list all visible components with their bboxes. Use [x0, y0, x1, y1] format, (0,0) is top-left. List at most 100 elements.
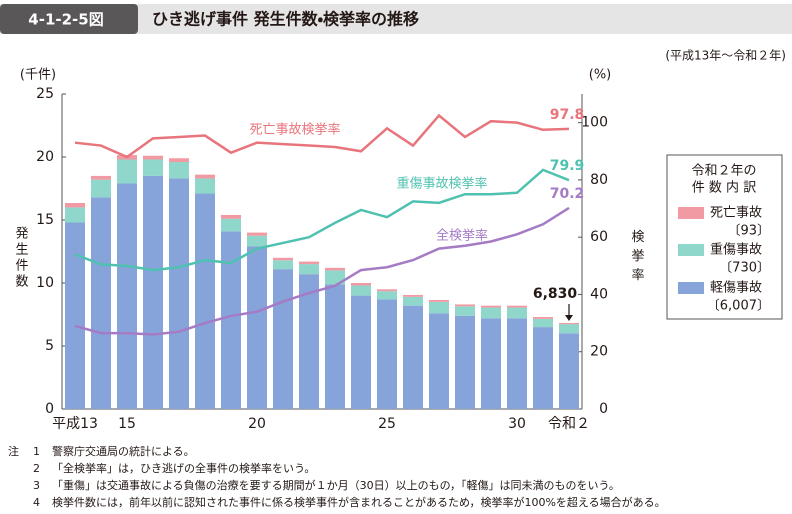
- bar-segment: [273, 269, 293, 409]
- x-tick-label: 令和２: [548, 416, 590, 432]
- bar-segment: [351, 295, 371, 409]
- y2-tick-label: 40: [590, 286, 608, 302]
- bar-segment: [533, 327, 553, 409]
- bar-segment: [117, 183, 137, 409]
- bar-segment: [221, 218, 241, 232]
- bar-segment: [559, 324, 579, 334]
- note-number: 2: [33, 462, 40, 475]
- y2-tick-label: 80: [590, 172, 608, 188]
- bar-segment: [247, 232, 267, 236]
- line-label: 重傷事故検挙率: [396, 176, 487, 192]
- total-label: 6,830: [533, 286, 578, 302]
- rate-line: [74, 206, 570, 336]
- bar-segment: [169, 158, 189, 163]
- bar-segment: [325, 270, 345, 285]
- note-text: 「全検挙率」は，ひき逃げの全事件の検挙率をいう。: [52, 461, 315, 475]
- value-label: 79.9: [550, 158, 585, 174]
- bar-segment: [351, 283, 371, 286]
- note-number: 1: [33, 445, 40, 458]
- bar-segment: [169, 162, 189, 179]
- bar-segment: [117, 159, 137, 184]
- bar-segment: [455, 304, 475, 307]
- legend-note: 〔93〕: [727, 224, 770, 239]
- bar-segment: [429, 300, 449, 302]
- bar-segment: [351, 285, 371, 296]
- bar-segment: [403, 305, 423, 409]
- bar-segment: [481, 305, 501, 308]
- bar-segment: [195, 193, 215, 409]
- bar-segment: [403, 294, 423, 297]
- note-number: 3: [33, 479, 40, 492]
- x-tick-label: 15: [118, 416, 136, 432]
- bar-segment: [299, 261, 319, 265]
- x-tick-label: 30: [508, 416, 526, 432]
- bar-segment: [221, 214, 241, 219]
- bar-segment: [481, 318, 501, 409]
- bar-segment: [195, 174, 215, 179]
- legend-note: 〔730〕: [719, 261, 770, 276]
- bar-segment: [533, 317, 553, 319]
- x-tick-label: 20: [248, 416, 266, 432]
- bar-segment: [533, 318, 553, 328]
- bar-segment: [195, 178, 215, 194]
- bar-segment: [377, 299, 397, 409]
- y-axis-title: 発生件数: [13, 226, 29, 290]
- note-text: 警察庁交通局の統計による。: [52, 444, 195, 458]
- y-tick-label: 5: [45, 338, 54, 354]
- legend-note: 〔6,007〕: [707, 299, 770, 314]
- bar-segment: [273, 260, 293, 270]
- y2-tick-label: 20: [590, 344, 608, 360]
- bar-segment: [403, 296, 423, 306]
- legend-label: 軽傷事故: [710, 281, 762, 296]
- figure-number: 4-1-2-5図: [28, 11, 103, 29]
- bar-segment: [455, 315, 475, 409]
- bar-segment: [325, 284, 345, 409]
- bar-segment: [455, 306, 475, 316]
- bar-segment: [507, 318, 527, 409]
- note-number: 4: [33, 496, 40, 509]
- bar-segment: [377, 291, 397, 300]
- bar-segment: [247, 235, 267, 247]
- arrow-head: [565, 314, 573, 321]
- y2-tick-label: 0: [599, 401, 608, 417]
- y2-tick-label: 60: [590, 229, 608, 245]
- legend-swatch: [678, 207, 704, 219]
- legend-swatch: [678, 244, 704, 256]
- legend-label: 死亡事故: [710, 206, 762, 221]
- x-tick-label: 平成13: [52, 416, 98, 432]
- figure-title: ひき逃げ事件 発生件数・検挙率の推移: [152, 10, 419, 29]
- bar-segment: [91, 179, 111, 198]
- y2-tick-label: 100: [581, 115, 608, 131]
- subtitle: (平成13年～令和２年): [665, 49, 786, 63]
- bar-segment: [143, 159, 163, 176]
- bar-segment: [65, 202, 85, 208]
- bar-segment: [559, 322, 579, 325]
- notes-label: 注: [8, 445, 19, 458]
- y-unit: (千件): [20, 68, 56, 83]
- rate-line: [74, 113, 570, 159]
- bar-segment: [247, 246, 267, 409]
- bar-segment: [143, 175, 163, 409]
- bar-segment: [559, 333, 579, 409]
- bar-segment: [481, 307, 501, 319]
- legend-label: 重傷事故: [710, 242, 762, 258]
- bar-segment: [507, 307, 527, 319]
- y-tick-label: 15: [36, 212, 54, 228]
- y-tick-label: 10: [36, 275, 54, 291]
- value-label: 97.8: [550, 107, 585, 123]
- legend-title: 件 数 内 訳: [692, 180, 756, 196]
- bar-segment: [325, 267, 345, 271]
- bar-segment: [507, 305, 527, 308]
- x-tick-label: 25: [378, 416, 396, 432]
- bar-segment: [169, 178, 189, 409]
- bar-segment: [221, 231, 241, 409]
- bar-segment: [429, 313, 449, 409]
- bar-segment: [143, 155, 163, 160]
- y-tick-label: 0: [45, 401, 54, 417]
- bar-segment: [65, 207, 85, 223]
- bar-segment: [299, 274, 319, 409]
- rate-line: [74, 168, 570, 272]
- legend-swatch: [678, 282, 704, 294]
- bar-segment: [377, 289, 397, 292]
